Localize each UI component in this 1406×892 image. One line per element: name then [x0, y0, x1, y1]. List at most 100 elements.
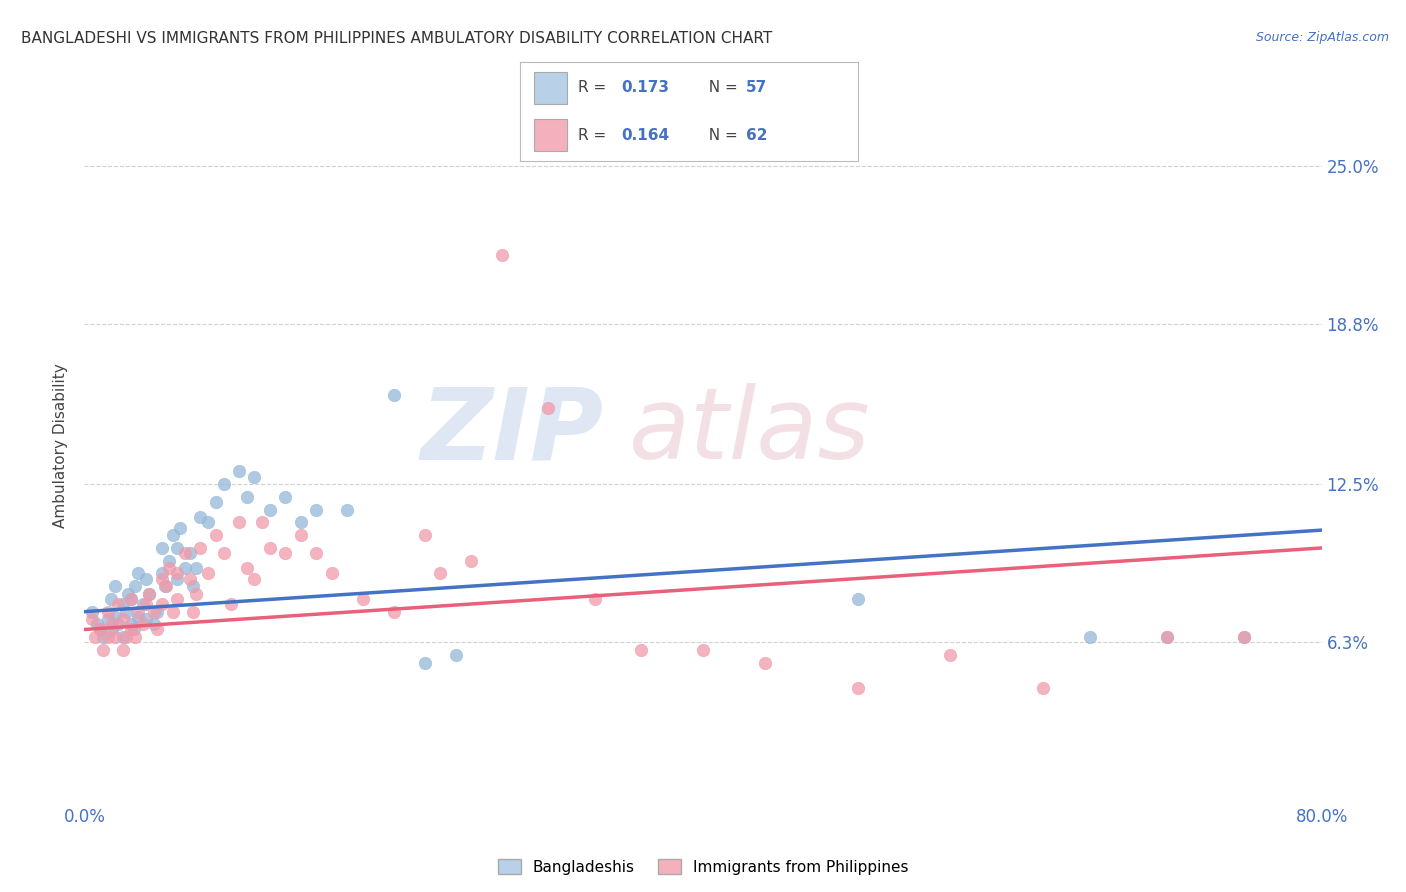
Point	[150, 541, 173, 555]
Point	[174, 561, 197, 575]
Point	[537, 401, 560, 415]
Point	[228, 465, 250, 479]
Point	[444, 648, 467, 662]
Point	[97, 630, 120, 644]
Point	[169, 520, 191, 534]
Text: ZIP: ZIP	[420, 384, 605, 480]
Point	[181, 579, 204, 593]
Point	[120, 591, 142, 606]
Point	[150, 572, 173, 586]
Point	[259, 502, 281, 516]
Point	[97, 605, 120, 619]
Point	[120, 623, 142, 637]
Point	[243, 572, 266, 586]
Text: 62: 62	[747, 128, 768, 143]
Point	[166, 572, 188, 586]
Point	[138, 587, 160, 601]
Point	[104, 579, 127, 593]
Point	[112, 597, 135, 611]
Point	[382, 605, 405, 619]
Point	[91, 630, 114, 644]
Point	[1156, 630, 1178, 644]
Point	[290, 516, 312, 530]
Point	[846, 681, 869, 695]
Point	[692, 643, 714, 657]
Point	[89, 623, 111, 637]
Legend: Bangladeshis, Immigrants from Philippines: Bangladeshis, Immigrants from Philippine…	[492, 853, 914, 880]
Point	[236, 490, 259, 504]
Point	[583, 591, 606, 606]
Point	[188, 541, 212, 555]
Point	[143, 605, 166, 619]
Point	[124, 630, 146, 644]
Text: N =: N =	[699, 80, 742, 95]
Y-axis label: Ambulatory Disability: Ambulatory Disability	[53, 364, 69, 528]
Point	[107, 597, 129, 611]
Point	[184, 561, 207, 575]
Point	[243, 469, 266, 483]
Point	[112, 643, 135, 657]
Point	[128, 566, 150, 581]
Point	[166, 591, 188, 606]
Point	[259, 541, 281, 555]
Point	[413, 528, 436, 542]
Point	[104, 609, 127, 624]
Text: 57: 57	[747, 80, 768, 95]
Point	[117, 587, 139, 601]
Text: atlas: atlas	[628, 384, 870, 480]
Point	[236, 561, 259, 575]
Point	[166, 541, 188, 555]
Point	[274, 490, 297, 504]
Point	[166, 566, 188, 581]
Point	[460, 554, 482, 568]
Point	[221, 597, 243, 611]
Point	[179, 546, 201, 560]
Point	[212, 546, 235, 560]
Point	[305, 502, 328, 516]
Text: 0.164: 0.164	[621, 128, 669, 143]
Point	[321, 566, 343, 581]
Point	[107, 617, 129, 632]
Bar	[534, 120, 568, 151]
Point	[630, 643, 652, 657]
Point	[179, 572, 201, 586]
Point	[120, 617, 142, 632]
Text: R =: R =	[578, 80, 610, 95]
Point	[146, 605, 169, 619]
Point	[174, 546, 197, 560]
Point	[159, 554, 181, 568]
Point	[143, 617, 166, 632]
Point	[305, 546, 328, 560]
Point	[188, 510, 212, 524]
Point	[112, 630, 135, 644]
Point	[150, 566, 173, 581]
Point	[146, 623, 169, 637]
Point	[120, 591, 142, 606]
Point	[122, 623, 145, 637]
Point	[91, 643, 114, 657]
Point	[252, 516, 274, 530]
Point	[336, 502, 359, 516]
Point	[228, 516, 250, 530]
Point	[181, 605, 204, 619]
Point	[115, 630, 138, 644]
Point	[491, 248, 513, 262]
Point	[1032, 681, 1054, 695]
Point	[162, 528, 184, 542]
Point	[205, 495, 228, 509]
Point	[159, 561, 181, 575]
Point	[290, 528, 312, 542]
Point	[1078, 630, 1101, 644]
Point	[132, 617, 155, 632]
Point	[939, 648, 962, 662]
Point	[846, 591, 869, 606]
Bar	[534, 72, 568, 103]
Point	[132, 597, 155, 611]
Point	[184, 587, 207, 601]
Text: N =: N =	[699, 128, 742, 143]
Point	[101, 617, 124, 632]
Point	[429, 566, 451, 581]
Text: Source: ZipAtlas.com: Source: ZipAtlas.com	[1256, 31, 1389, 45]
Point	[135, 612, 157, 626]
Point	[754, 656, 776, 670]
